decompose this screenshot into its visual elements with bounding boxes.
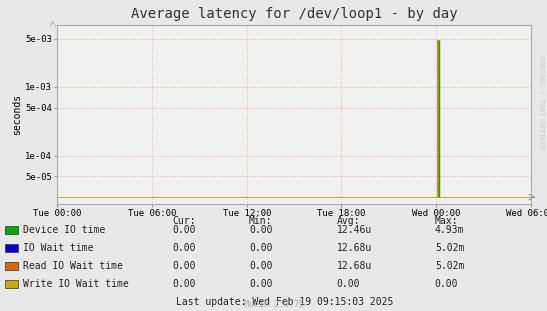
Text: 0.00: 0.00 [336,279,360,289]
Text: 0.00: 0.00 [249,243,272,253]
Title: Average latency for /dev/loop1 - by day: Average latency for /dev/loop1 - by day [131,7,457,21]
Text: 0.00: 0.00 [172,279,196,289]
Text: 0.00: 0.00 [435,279,458,289]
Text: 5.02m: 5.02m [435,261,464,271]
Text: Min:: Min: [249,216,272,226]
Text: IO Wait time: IO Wait time [23,243,94,253]
Text: 4.93m: 4.93m [435,225,464,235]
Text: Write IO Wait time: Write IO Wait time [23,279,129,289]
Y-axis label: seconds: seconds [12,94,22,135]
Text: 12.68u: 12.68u [336,243,371,253]
Text: 0.00: 0.00 [249,261,272,271]
Text: 12.46u: 12.46u [336,225,371,235]
Text: Max:: Max: [435,216,458,226]
Text: 0.00: 0.00 [249,225,272,235]
Text: Munin 2.0.75: Munin 2.0.75 [243,300,304,309]
Text: 0.00: 0.00 [249,279,272,289]
Text: RRDTOOL / TOBI OETIKER: RRDTOOL / TOBI OETIKER [538,56,544,149]
Text: 12.68u: 12.68u [336,261,371,271]
Text: Cur:: Cur: [172,216,196,226]
Text: Device IO time: Device IO time [23,225,105,235]
Text: 0.00: 0.00 [172,261,196,271]
Text: 0.00: 0.00 [172,243,196,253]
Text: Avg:: Avg: [336,216,360,226]
Text: Read IO Wait time: Read IO Wait time [23,261,123,271]
Text: 5.02m: 5.02m [435,243,464,253]
Text: 0.00: 0.00 [172,225,196,235]
Text: Last update: Wed Feb 19 09:15:03 2025: Last update: Wed Feb 19 09:15:03 2025 [177,297,394,307]
